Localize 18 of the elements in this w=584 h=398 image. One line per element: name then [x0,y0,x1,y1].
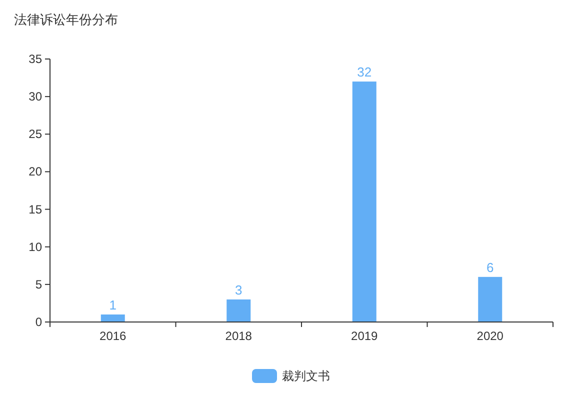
ytick: 25 [28,127,42,142]
legend-label: 裁判文书 [282,369,330,383]
xtick: 2020 [476,329,504,343]
ytick: 10 [28,240,42,254]
ytick: 0 [35,315,42,329]
xtick: 2016 [100,329,126,343]
xtick: 2019 [351,329,378,343]
ytick: 5 [35,277,42,292]
data-label: 32 [357,64,372,80]
ytick: 20 [28,164,42,179]
data-label: 3 [235,282,242,298]
ytick: 15 [28,202,42,216]
xtick: 2018 [225,329,252,343]
data-label: 1 [109,297,116,312]
title: 法律诉讼年份分布 [14,12,118,27]
data-label: 6 [486,260,494,275]
ytick: 35 [28,52,42,66]
ytick: 30 [28,90,42,104]
